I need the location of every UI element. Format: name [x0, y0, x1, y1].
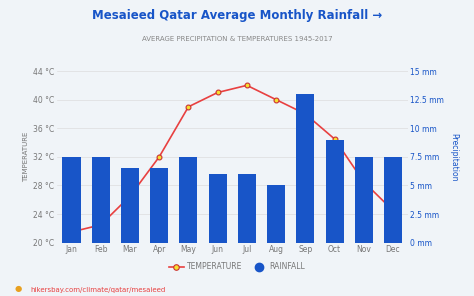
Text: ●: ● — [14, 284, 21, 293]
Y-axis label: Precipitation: Precipitation — [449, 133, 458, 181]
Bar — [209, 174, 227, 243]
Bar — [150, 168, 168, 243]
Bar — [63, 157, 81, 243]
Bar — [355, 157, 373, 243]
Bar — [296, 94, 314, 243]
Text: Mesaieed Qatar Average Monthly Rainfall →: Mesaieed Qatar Average Monthly Rainfall … — [92, 9, 382, 22]
Text: AVERAGE PRECIPITATION & TEMPERATURES 1945-2017: AVERAGE PRECIPITATION & TEMPERATURES 194… — [142, 36, 332, 41]
Bar — [179, 157, 198, 243]
Bar — [384, 157, 402, 243]
Bar — [91, 157, 110, 243]
Legend: TEMPERATURE, RAINFALL: TEMPERATURE, RAINFALL — [165, 259, 309, 274]
Bar — [238, 174, 256, 243]
Bar — [267, 186, 285, 243]
Text: hikersbay.com/climate/qatar/mesaieed: hikersbay.com/climate/qatar/mesaieed — [31, 287, 166, 293]
Bar — [121, 168, 139, 243]
Bar — [326, 140, 344, 243]
Y-axis label: TEMPERATURE: TEMPERATURE — [23, 132, 29, 182]
